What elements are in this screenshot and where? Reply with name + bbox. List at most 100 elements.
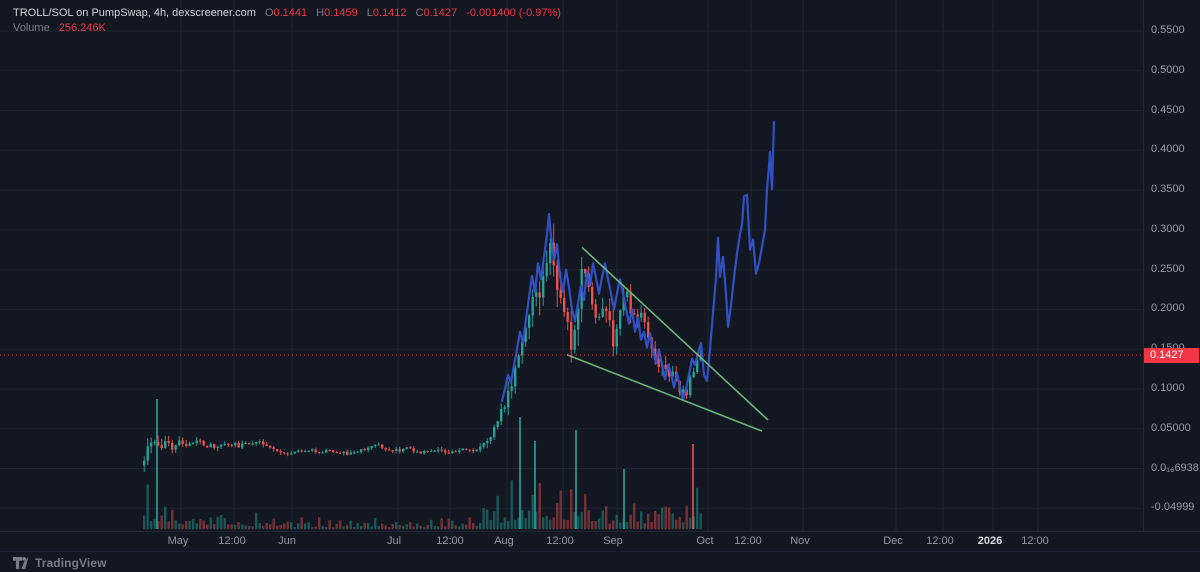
volume-bar	[167, 521, 170, 529]
candle-body	[545, 263, 548, 277]
volume-bar	[696, 487, 699, 529]
candle-body	[153, 442, 156, 444]
candle-body	[458, 450, 461, 452]
candle-body	[682, 389, 685, 393]
candle-body	[237, 443, 240, 448]
symbol-legend-row[interactable]: TROLL/SOL on PumpSwap, 4h, dexscreener.c…	[13, 6, 561, 21]
close-value: 0.1427	[423, 7, 458, 19]
volume-spike-bar	[156, 399, 158, 529]
volume-bar	[209, 517, 212, 529]
volume-bar	[640, 511, 643, 529]
volume-spike-bar	[519, 417, 521, 529]
volume-bar	[643, 523, 646, 529]
candle-body	[486, 441, 489, 443]
volume-bar	[573, 512, 576, 529]
candle-body	[227, 443, 230, 445]
time-tick-label: 12:00	[218, 535, 246, 547]
volume-bar	[412, 526, 415, 529]
candle-body	[685, 389, 688, 396]
time-tick-label: 12:00	[926, 535, 954, 547]
volume-bar	[272, 518, 275, 529]
volume-bar	[416, 523, 419, 529]
volume-bar	[486, 509, 489, 529]
volume-bar	[661, 507, 664, 529]
volume-bar	[283, 523, 286, 529]
volume-bar	[619, 522, 622, 529]
volume-bar	[265, 523, 268, 529]
candle-body	[174, 445, 177, 450]
candle-body	[178, 440, 181, 446]
volume-bar	[475, 525, 478, 529]
price-tick-label: 0.05000	[1151, 422, 1191, 434]
volume-bar	[521, 510, 524, 529]
volume-bar	[339, 520, 342, 529]
price-tick-label: 0.2000	[1151, 302, 1185, 314]
volume-bar	[685, 505, 688, 529]
candle-body	[615, 328, 618, 347]
volume-bar	[286, 521, 289, 529]
price-axis[interactable]: 0.5500 0.5000 0.4500 0.4000 0.3500 0.3000 0.25…	[1143, 0, 1200, 531]
candle-body	[304, 451, 307, 453]
candle-body	[489, 437, 492, 442]
candle-body	[290, 453, 293, 455]
volume-bar	[258, 523, 261, 529]
high-value: 0.1459	[324, 7, 358, 19]
volume-bar	[468, 517, 471, 529]
candle-body	[612, 320, 615, 347]
candle-body	[251, 443, 254, 445]
price-tick-label: 0.3000	[1151, 223, 1185, 235]
chart-canvas[interactable]	[0, 0, 1143, 531]
candle-body	[202, 440, 205, 446]
candle-body	[500, 409, 503, 422]
candle-body	[531, 296, 534, 316]
time-axis[interactable]: May 12:00 Jun Jul 12:00 Aug 12:00 Sep Oct 12:00 No…	[0, 531, 1200, 552]
candle-body	[570, 321, 573, 350]
volume-bar	[300, 517, 303, 529]
volume-bar	[384, 525, 387, 529]
price-tick-label: 0.5000	[1151, 64, 1185, 76]
candle-body	[381, 444, 384, 448]
volume-bar	[654, 511, 657, 529]
volume-bar	[699, 513, 702, 529]
volume-bar	[202, 520, 205, 529]
candle-body	[363, 449, 366, 451]
candle-body	[164, 441, 167, 448]
candle-body	[206, 445, 209, 448]
tradingview-attribution-link[interactable]: TradingView	[13, 556, 107, 570]
volume-bar	[377, 525, 380, 529]
volume-bar	[615, 514, 618, 529]
candle-body	[507, 390, 510, 408]
volume-bar	[150, 521, 153, 529]
price-tick-label: 0.4000	[1151, 143, 1185, 155]
volume-bar	[290, 522, 293, 529]
candle-body	[262, 441, 265, 445]
volume-bar	[293, 527, 296, 529]
volume-bar	[174, 520, 177, 529]
volume-bar	[437, 526, 440, 529]
candle-body	[167, 441, 170, 443]
volume-bar	[479, 522, 482, 529]
volume-legend-row[interactable]: Volume 256.246K	[13, 21, 561, 36]
volume-spike-bar	[534, 441, 536, 529]
last-price-label: 0.1427	[1144, 348, 1199, 363]
candle-body	[468, 449, 471, 451]
volume-bar	[381, 523, 384, 529]
volume-bar	[423, 527, 426, 529]
volume-bar	[549, 519, 552, 529]
volume-bar	[185, 521, 188, 529]
volume-bar	[566, 519, 569, 529]
candle-body	[437, 449, 440, 451]
candle-body	[647, 322, 650, 338]
candle-body	[412, 448, 415, 452]
volume-bar	[633, 503, 636, 529]
candle-body	[409, 447, 412, 449]
volume-bar	[318, 517, 321, 529]
candle-body	[444, 450, 447, 453]
time-tick-label: Jun	[278, 535, 296, 547]
candle-body	[514, 367, 517, 387]
candle-body	[454, 451, 457, 453]
symbol-title[interactable]: TROLL/SOL on PumpSwap, 4h, dexscreener.c…	[13, 7, 256, 19]
candle-body	[325, 450, 328, 453]
volume-bar	[584, 494, 587, 529]
volume-bar	[538, 482, 541, 529]
